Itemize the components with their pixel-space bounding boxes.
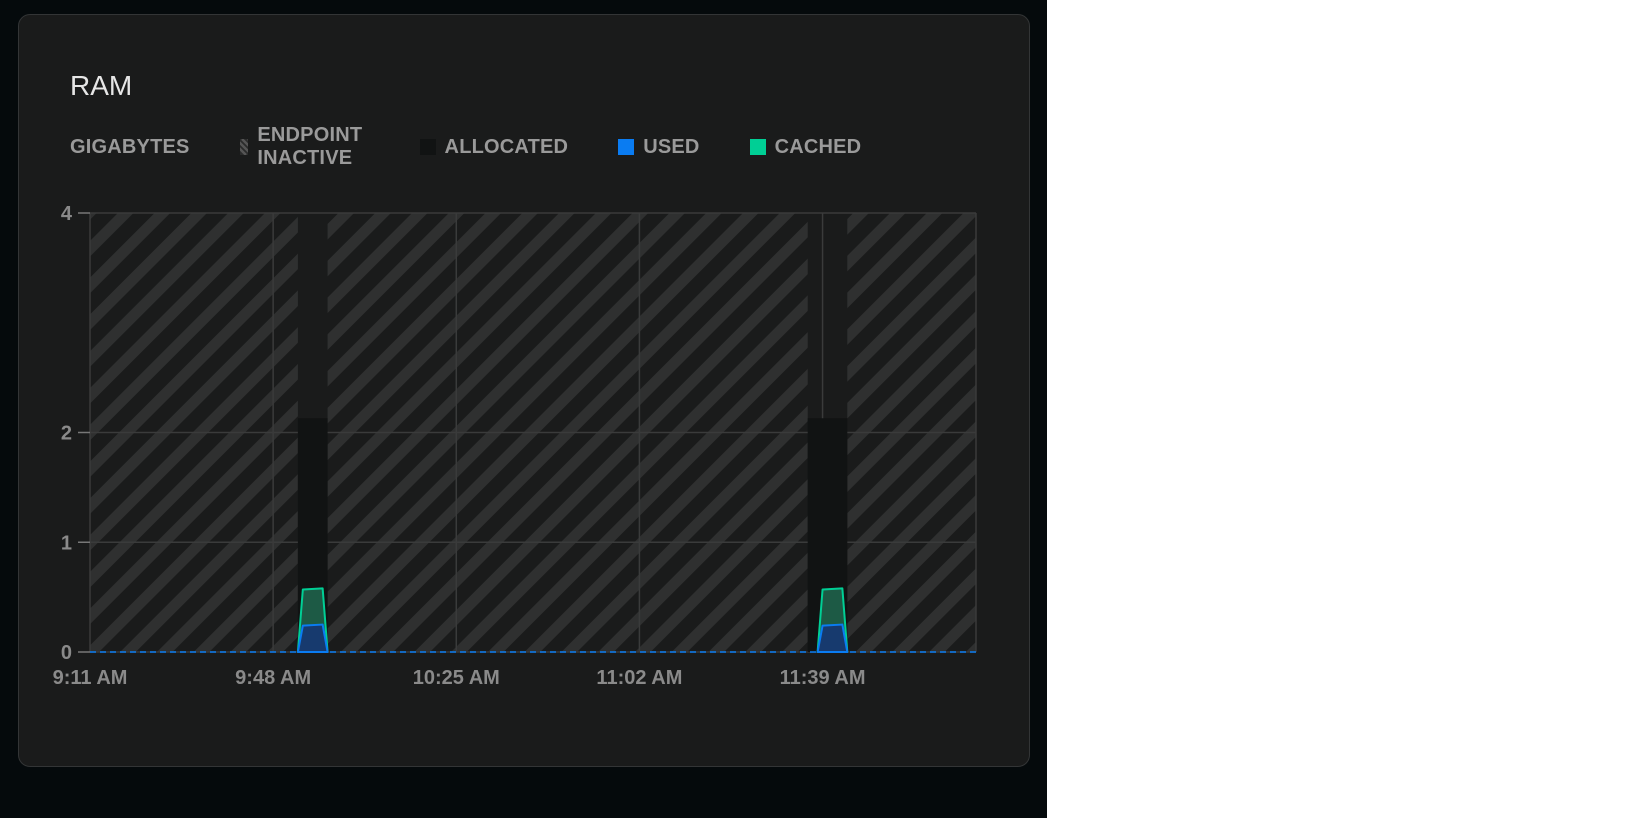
used-area	[296, 623, 329, 653]
y-tick-label: 0	[61, 642, 72, 664]
x-tick-label: 10:25 AM	[413, 667, 500, 689]
x-tick-label: 11:02 AM	[596, 667, 682, 689]
y-tick-label: 4	[61, 203, 73, 225]
x-tick-label: 11:39 AM	[780, 667, 866, 689]
card-title: RAM	[70, 70, 133, 101]
used-area	[816, 623, 849, 653]
legend-label: ALLOCATED	[444, 135, 569, 158]
legend-item-allocated: ALLOCATED	[419, 135, 569, 159]
legend-item-cached: CACHED	[749, 135, 862, 159]
hatched-swatch-icon	[239, 139, 249, 155]
legend-label: CACHED	[774, 135, 862, 158]
used-swatch-icon	[618, 139, 635, 155]
cached-swatch-icon	[749, 139, 766, 155]
legend-label: USED	[643, 135, 700, 158]
ram-chart: 0 1 2 4 9:11 AM 9:48 AM 10:25 AM 11:02 AM 11:39 …	[53, 203, 977, 689]
y-tick-label: 2	[61, 423, 72, 445]
x-tick-label: 9:48 AM	[235, 667, 311, 689]
legend: GIGABYTES ENDPOINT INACTIVE ALLOCATED US…	[70, 124, 861, 170]
legend-item-endpoint-inactive: ENDPOINT INACTIVE	[239, 124, 370, 170]
legend-item-used: USED	[618, 136, 699, 159]
unit-label: GIGABYTES	[70, 135, 190, 158]
x-tick-label: 9:11 AM	[53, 667, 128, 689]
legend-label: ENDPOINT INACTIVE	[257, 124, 363, 169]
y-tick-label: 1	[61, 532, 72, 554]
allocated-swatch-icon	[419, 139, 436, 155]
